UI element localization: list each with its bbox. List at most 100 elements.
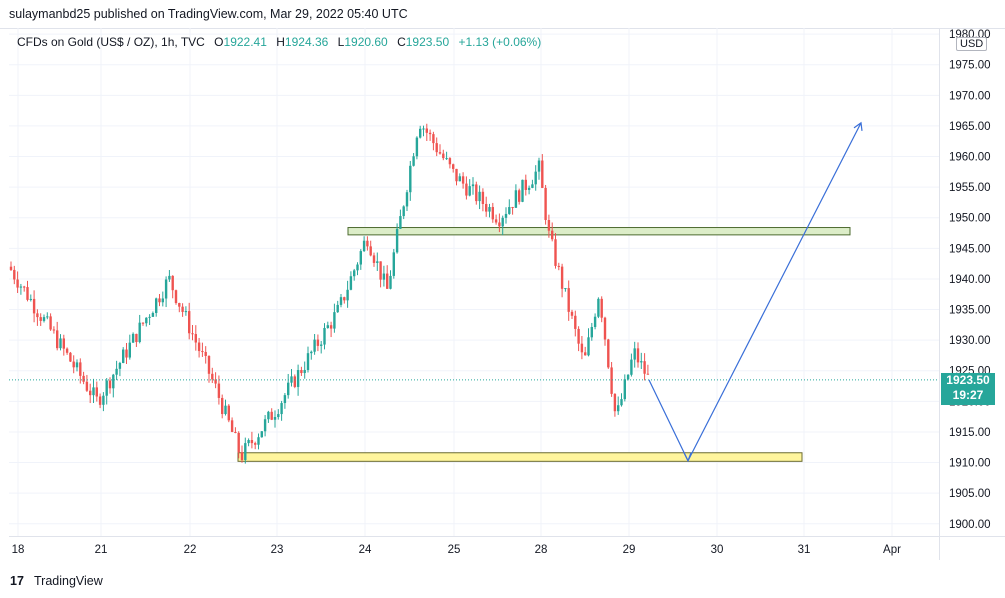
last-price-value: 1923.50	[946, 373, 990, 387]
candle-body	[508, 207, 511, 214]
projection-arrow	[648, 121, 863, 463]
candle-body	[75, 362, 79, 368]
candle-body	[49, 316, 52, 330]
price-tick-label: 1970.00	[949, 90, 991, 102]
candle-body	[204, 351, 207, 356]
time-tick-label: 31	[798, 544, 811, 556]
candle-body	[402, 206, 405, 217]
candle-body	[244, 443, 247, 460]
candle-body	[65, 348, 69, 353]
candle-body	[98, 396, 102, 405]
bar-countdown: 19:27	[952, 388, 984, 402]
candle-body	[636, 348, 640, 363]
candle-body	[221, 397, 224, 415]
time-tick-label: 18	[12, 544, 25, 556]
candle-body	[465, 183, 468, 196]
candle-body	[13, 269, 16, 280]
candle-body	[349, 276, 353, 290]
candle-body	[92, 387, 95, 396]
candle-body	[310, 351, 313, 354]
candle-body	[59, 338, 62, 349]
tradingview-brand[interactable]: TradingView	[34, 574, 103, 588]
price-tick-label: 1965.00	[949, 121, 991, 133]
candle-body	[640, 361, 643, 363]
candle-body	[72, 361, 75, 368]
candle-body	[405, 192, 409, 207]
candle-body	[399, 216, 402, 229]
candle-body	[537, 160, 541, 172]
candle-body	[498, 222, 501, 227]
candle-body	[353, 270, 356, 277]
candle-body	[527, 187, 531, 190]
currency-badge[interactable]: USD	[956, 37, 988, 51]
candle-body	[458, 176, 461, 182]
candle-body	[188, 311, 191, 334]
candle-body	[128, 342, 131, 358]
candle-body	[564, 288, 567, 290]
price-tick-label: 1915.00	[949, 427, 991, 439]
candle-body	[161, 298, 164, 303]
candle-body	[524, 179, 527, 190]
candle-body	[303, 369, 306, 374]
candle-body	[46, 316, 49, 318]
candle-body	[620, 399, 623, 406]
candle-body	[89, 390, 92, 396]
candle-body	[481, 191, 485, 204]
candle-body	[633, 348, 636, 360]
candle-body	[122, 349, 125, 363]
candle-body	[23, 286, 26, 288]
candle-body	[432, 134, 435, 144]
candle-body	[333, 312, 336, 329]
candle-body	[42, 317, 46, 321]
time-tick-label: 21	[95, 544, 108, 556]
candle-body	[379, 261, 382, 280]
candle-body	[389, 275, 392, 289]
candle-body	[491, 207, 494, 220]
price-tick-label: 1905.00	[949, 488, 991, 500]
candle-body	[224, 405, 227, 415]
candle-body	[112, 374, 115, 389]
candle-body	[191, 333, 194, 335]
candle-body	[62, 338, 65, 349]
candle-body	[211, 373, 214, 380]
candle-body	[630, 359, 633, 375]
candle-body	[478, 191, 481, 202]
candle-body	[214, 379, 217, 384]
publisher-header: sulaymanbd25 published on TradingView.co…	[0, 0, 1005, 29]
time-tick-label: 28	[535, 544, 548, 556]
candle-body	[9, 266, 13, 270]
price-tick-label: 1935.00	[949, 305, 991, 317]
candle-body	[346, 289, 349, 301]
candle-body	[501, 217, 504, 227]
candle-body	[326, 325, 329, 328]
open-label: O	[214, 35, 224, 49]
symbol-legend: CFDs on Gold (US$ / OZ), 1h, TVC O1922.4…	[17, 35, 541, 49]
price-zones	[237, 227, 851, 462]
candle-body	[254, 443, 257, 445]
time-tick-label: 29	[623, 544, 636, 556]
candle-body	[155, 298, 158, 313]
candle-body	[145, 317, 148, 324]
price-chart[interactable]: 1900.001905.001910.001915.001920.001925.…	[9, 28, 1005, 560]
price-tick-label: 1945.00	[949, 243, 991, 255]
candle-body	[287, 382, 290, 396]
candle-body	[518, 190, 521, 202]
candle-body	[570, 311, 574, 316]
candle-body	[227, 405, 230, 421]
candle-body	[547, 219, 551, 231]
candle-body	[280, 403, 283, 415]
candle-body	[610, 367, 613, 394]
candle-body	[521, 179, 524, 202]
candle-body	[435, 143, 438, 153]
candle-body	[577, 328, 580, 344]
candle-body	[343, 297, 346, 301]
candle-body	[283, 395, 287, 404]
price-tick-label: 1910.00	[949, 458, 991, 470]
candle-body	[613, 393, 617, 412]
candle-body	[587, 337, 590, 356]
high-value: 1924.36	[284, 35, 329, 49]
candle-body	[105, 380, 108, 396]
candle-body	[567, 288, 570, 312]
tradingview-logo-icon[interactable]: 17	[10, 574, 24, 588]
candle-body	[181, 306, 184, 312]
